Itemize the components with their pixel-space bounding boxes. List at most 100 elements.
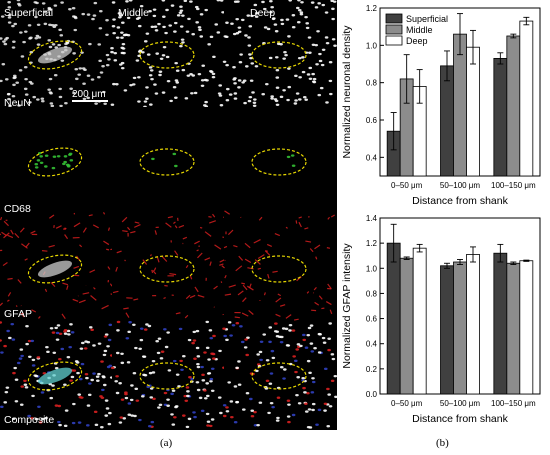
cell-nucleus bbox=[0, 79, 3, 83]
cell-nucleus bbox=[153, 83, 157, 86]
cell-nucleus bbox=[150, 25, 155, 29]
cell-nucleus bbox=[302, 333, 306, 337]
astrocyte-process bbox=[175, 312, 181, 315]
astrocyte-process bbox=[115, 266, 118, 272]
cell-nucleus bbox=[270, 5, 274, 9]
astrocyte-process bbox=[2, 262, 8, 267]
cell-nucleus bbox=[182, 355, 186, 358]
cell-nucleus bbox=[233, 82, 237, 85]
cell-nucleus bbox=[18, 69, 23, 72]
cell-nucleus bbox=[296, 376, 300, 379]
astrocyte-process bbox=[30, 230, 36, 234]
cell-nucleus bbox=[178, 11, 183, 14]
cell-nucleus bbox=[121, 42, 126, 46]
cell-nucleus bbox=[331, 357, 336, 361]
bar bbox=[466, 254, 480, 395]
micrograph-tile bbox=[0, 212, 117, 320]
cell-nucleus bbox=[288, 323, 293, 327]
cell-nucleus bbox=[200, 409, 205, 413]
bar bbox=[453, 33, 467, 177]
cell-nucleus bbox=[97, 43, 102, 46]
cell-nucleus bbox=[120, 66, 125, 70]
cell-nucleus bbox=[86, 74, 91, 77]
cell-nucleus bbox=[0, 15, 5, 18]
cell-nucleus bbox=[309, 342, 314, 345]
astrocyte-process bbox=[196, 249, 199, 252]
column-label-deep: Deep bbox=[250, 7, 275, 19]
cell-nucleus bbox=[34, 37, 39, 40]
astrocyte-process bbox=[329, 309, 333, 315]
cell-nucleus bbox=[80, 341, 85, 345]
cell-nucleus bbox=[315, 63, 319, 66]
cell-nucleus bbox=[146, 53, 151, 56]
cell-nucleus bbox=[92, 344, 96, 347]
cell-nucleus bbox=[242, 408, 246, 411]
cell-nucleus bbox=[225, 410, 230, 413]
cell-nucleus bbox=[79, 377, 83, 381]
cell-nucleus bbox=[57, 420, 61, 424]
cell-nucleus bbox=[3, 401, 8, 404]
astrocyte-process bbox=[275, 297, 282, 303]
cell-nucleus bbox=[311, 402, 316, 406]
cell-nucleus bbox=[150, 420, 155, 424]
cell-nucleus bbox=[138, 347, 142, 350]
cell-nucleus bbox=[120, 36, 124, 39]
cell-nucleus bbox=[263, 7, 267, 11]
cell-nucleus bbox=[250, 415, 255, 418]
cell-nucleus bbox=[103, 335, 108, 338]
cell-nucleus bbox=[250, 62, 255, 65]
astrocyte-process bbox=[6, 299, 10, 302]
astrocyte-process bbox=[204, 257, 211, 261]
astrocyte-process bbox=[62, 282, 69, 286]
cell-nucleus bbox=[51, 384, 55, 387]
cell-nucleus bbox=[43, 22, 48, 26]
cell-nucleus bbox=[232, 66, 236, 69]
cell-nucleus bbox=[127, 413, 132, 416]
cell-nucleus bbox=[120, 51, 125, 55]
cell-nucleus bbox=[23, 30, 28, 33]
cell-nucleus bbox=[90, 328, 94, 332]
cell-nucleus bbox=[97, 372, 101, 376]
cell-nucleus bbox=[200, 84, 205, 88]
cell-nucleus bbox=[306, 333, 311, 337]
astrocyte-process bbox=[213, 285, 218, 290]
cell-nucleus bbox=[157, 22, 161, 26]
tile-background bbox=[112, 0, 223, 106]
cell-nucleus bbox=[44, 416, 48, 420]
cell-nucleus bbox=[276, 396, 281, 399]
cell-nucleus bbox=[302, 338, 307, 342]
tile-background bbox=[112, 214, 223, 320]
cell-nucleus bbox=[261, 0, 265, 4]
cell-nucleus bbox=[151, 359, 156, 363]
cell-nucleus bbox=[99, 71, 104, 74]
cell-nucleus bbox=[321, 48, 326, 51]
cell-nucleus bbox=[316, 30, 320, 33]
tile-background bbox=[224, 214, 335, 320]
cell-nucleus bbox=[154, 92, 159, 95]
cell-nucleus bbox=[240, 340, 245, 344]
cell-nucleus bbox=[297, 0, 301, 2]
astrocyte-process bbox=[253, 239, 261, 244]
astrocyte-process bbox=[3, 232, 10, 239]
cell-nucleus bbox=[156, 351, 161, 355]
microscopy-panel: Superficial Middle Deep NeuN CD68 GFAP C… bbox=[0, 0, 337, 449]
astrocyte-process bbox=[241, 312, 249, 317]
cell-nucleus bbox=[58, 357, 62, 361]
cell-nucleus bbox=[311, 72, 315, 76]
y-tick-label: 0.6 bbox=[366, 315, 378, 324]
cell-nucleus bbox=[286, 415, 291, 418]
cell-nucleus bbox=[2, 40, 6, 43]
tile-background bbox=[224, 107, 335, 213]
astrocyte-process bbox=[112, 290, 119, 294]
cell-nucleus bbox=[222, 60, 227, 63]
cell-nucleus bbox=[249, 397, 253, 401]
cell-nucleus bbox=[265, 82, 269, 86]
astrocyte-process bbox=[197, 294, 205, 298]
cell-nucleus bbox=[239, 325, 243, 328]
cell-nucleus bbox=[212, 357, 216, 360]
astrocyte-process bbox=[102, 212, 106, 215]
astrocyte-process bbox=[153, 267, 157, 271]
cell-nucleus bbox=[201, 373, 205, 377]
cell-nucleus bbox=[110, 103, 115, 106]
cell-nucleus bbox=[287, 85, 292, 89]
